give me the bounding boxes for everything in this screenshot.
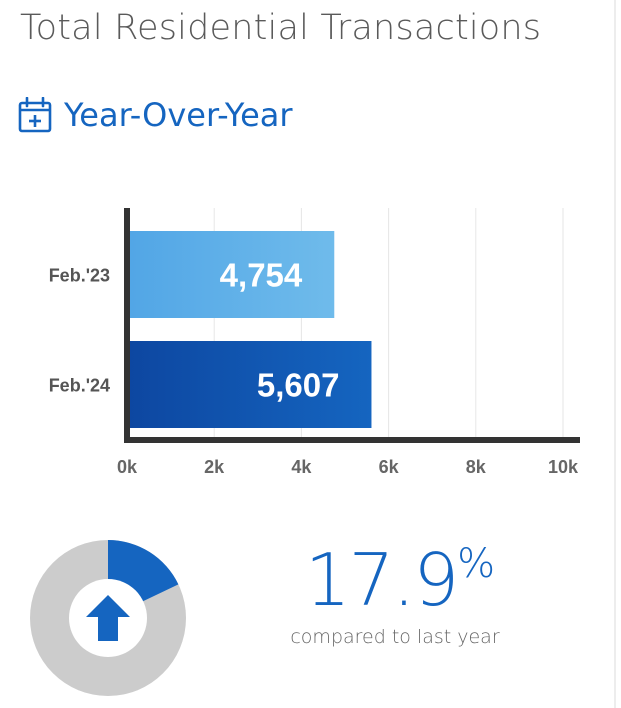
bar: [130, 341, 372, 428]
calendar-plus-icon: [18, 97, 52, 133]
percent-sign: %: [457, 541, 496, 587]
percent-change: 17.9%: [300, 538, 500, 622]
percent-value: 17.9: [304, 538, 459, 622]
category-label: Feb.'24: [49, 376, 110, 396]
bar-value-label: 5,607: [257, 367, 340, 404]
change-caption: compared to last year: [290, 626, 500, 648]
bar-chart: 4,754 5,607 0k 2k 4k 6k 8k 10k Feb.'23 Feb.'24: [49, 208, 580, 477]
subtitle-row: Year-Over-Year: [18, 96, 293, 134]
subtitle: Year-Over-Year: [64, 96, 293, 134]
panel-edge: [614, 0, 616, 708]
bar-value-label: 4,754: [220, 257, 303, 294]
page-title: Total Residential Transactions: [20, 8, 542, 48]
x-tick-label: 4k: [291, 457, 312, 477]
x-tick-label: 10k: [548, 457, 579, 477]
x-tick-label: 2k: [204, 457, 225, 477]
change-donut: [30, 540, 186, 701]
arrow-up-icon: [86, 595, 130, 641]
category-label: Feb.'23: [49, 266, 110, 286]
x-tick-label: 6k: [379, 457, 400, 477]
bar: [130, 231, 335, 318]
x-tick-label: 8k: [466, 457, 487, 477]
x-tick-label: 0k: [117, 457, 138, 477]
